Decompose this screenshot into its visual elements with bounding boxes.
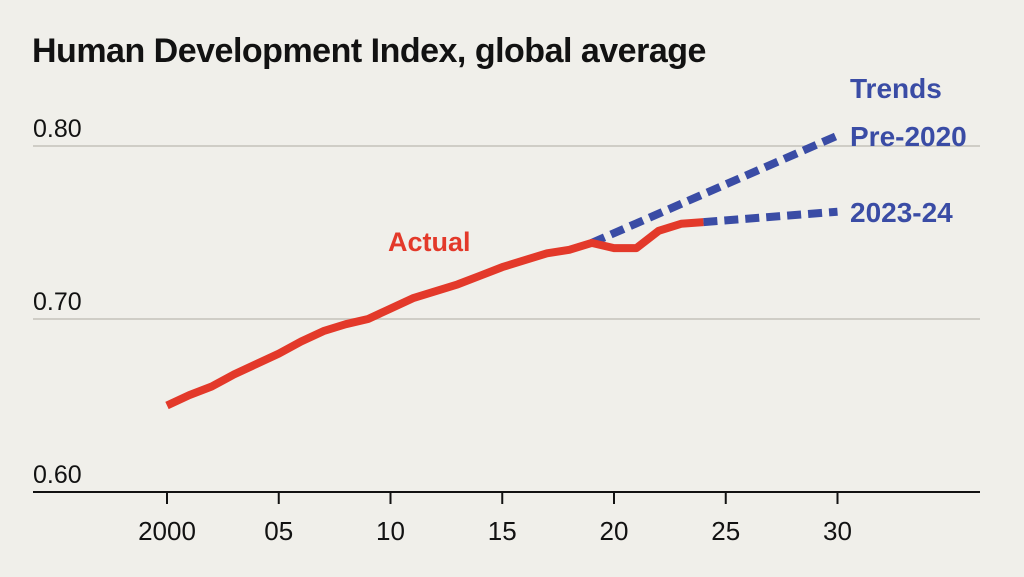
x-tick-label-10: 10 bbox=[376, 516, 405, 546]
series-lines bbox=[165, 131, 840, 410]
series-line-actual bbox=[165, 218, 704, 410]
series-line-2023-24 bbox=[703, 207, 838, 227]
x-axis: 2000 05 10 15 20 25 30 bbox=[33, 491, 980, 546]
series-label-pre-2020: Pre-2020 bbox=[850, 121, 967, 152]
x-tick-label-25: 25 bbox=[711, 516, 740, 546]
series-line-pre-2020 bbox=[590, 131, 840, 247]
series-labels: Actual Trends Pre-2020 2023-24 bbox=[388, 73, 967, 257]
chart-title: Human Development Index, global average bbox=[32, 32, 706, 70]
x-tick-label-05: 05 bbox=[264, 516, 293, 546]
y-tick-label-0.70: 0.70 bbox=[33, 288, 82, 316]
y-tick-label-0.60: 0.60 bbox=[33, 461, 82, 489]
series-label-actual: Actual bbox=[388, 227, 471, 257]
x-tick-label-30: 30 bbox=[823, 516, 852, 546]
x-tick-label-2000: 2000 bbox=[138, 516, 196, 546]
gridlines: 0.60 0.70 0.80 bbox=[33, 115, 980, 489]
x-tick-label-20: 20 bbox=[600, 516, 629, 546]
series-label-2023-24: 2023-24 bbox=[850, 197, 953, 228]
y-tick-label-0.80: 0.80 bbox=[33, 115, 82, 143]
x-tick-label-15: 15 bbox=[488, 516, 517, 546]
trends-group-label: Trends bbox=[850, 73, 942, 104]
